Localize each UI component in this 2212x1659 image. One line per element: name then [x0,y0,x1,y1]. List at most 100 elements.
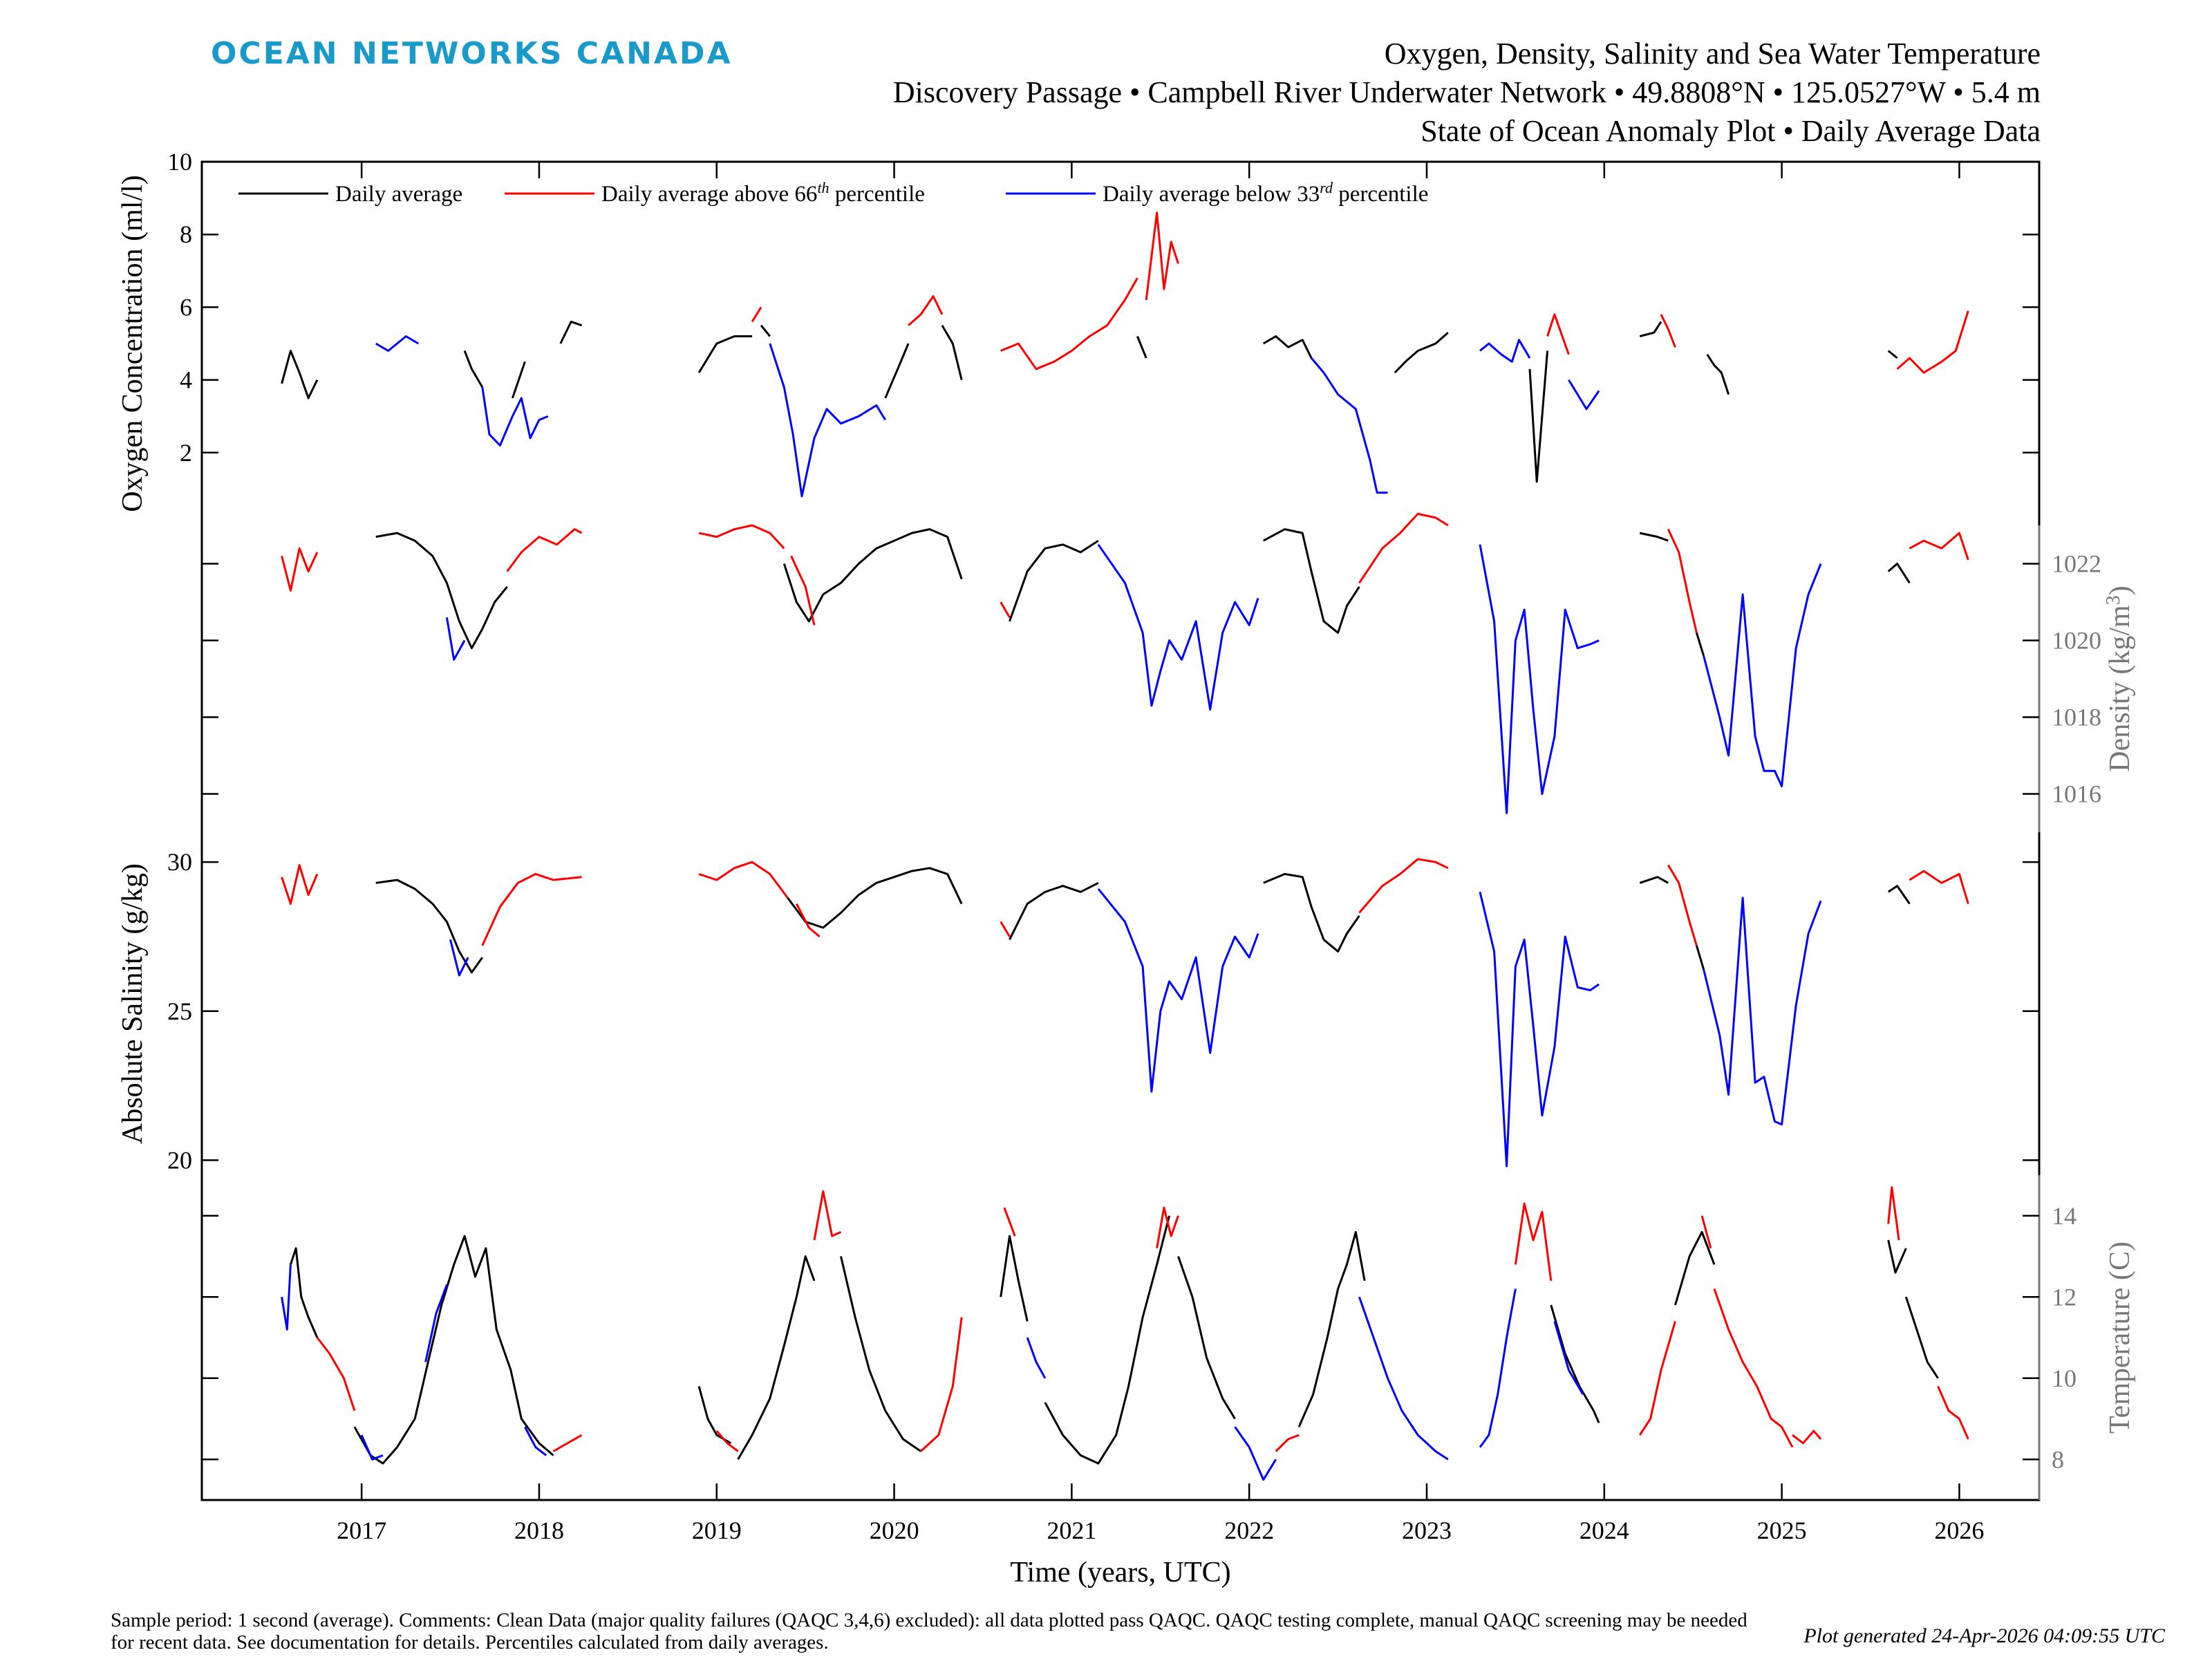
oxygen-series-segment-11 [908,295,944,326]
density-series-segment-2 [445,617,466,661]
panel-density [281,512,1969,814]
density-series-segment-17 [1703,563,1822,787]
x-tick-label: 2025 [1757,1517,1807,1544]
temperature-series-segment-32 [1700,1215,1712,1249]
temperature-series-segment-11 [715,1430,739,1452]
salinity-series-segment-15 [1695,945,1705,970]
oxygen-series-segment-7 [751,306,762,323]
salinity-series-segment-5 [787,867,963,929]
temperature-series-segment-31 [1674,1230,1716,1306]
salinity-series-segment-3 [481,872,582,946]
density-y-tick-label: 1022 [2052,550,2101,578]
salinity-series-segment-2 [449,939,469,977]
salinity-series-segment-16 [1703,897,1822,1126]
legend-label: Daily average below 33rd percentile [1103,179,1428,207]
temperature-y-axis-title: Temperature (C) [2104,1241,2136,1434]
density-y-tick-label: 1020 [2052,627,2101,655]
salinity-series-segment-17 [1887,885,1911,905]
temperature-series-segment-15 [920,1317,963,1452]
x-tick-label: 2020 [870,1517,919,1544]
density-series-segment-7 [790,555,816,626]
salinity-series-segment-7 [1000,921,1011,937]
density-series-segment-19 [1909,532,1969,561]
temperature-series-segment-4 [353,1426,398,1465]
oxygen-series-segment-21 [1546,313,1570,355]
temperature-series-segment-27 [1514,1202,1553,1281]
temperature-y-tick-label: 8 [2052,1445,2064,1473]
salinity-y-tick-label: 20 [167,1146,192,1174]
legend-label: Daily average above 66th percentile [601,179,925,207]
x-tick-label: 2022 [1224,1517,1274,1544]
density-series-segment-15 [1667,528,1698,633]
temperature-y-tick-label: 10 [2052,1365,2077,1392]
temperature-series-segment-21 [1177,1256,1236,1420]
density-series-segment-1 [375,532,484,650]
density-y-tick-label: 1018 [2052,704,2101,731]
x-tick-label: 2019 [692,1517,742,1544]
chart-subtitle-location: Discovery Passage • Campbell River Under… [892,75,2041,109]
density-series-segment-9 [1009,539,1099,622]
salinity-series-segment-1 [375,879,484,974]
legend: Daily average Daily average above 66th pe… [238,179,1428,207]
plot-frame [200,160,2041,1501]
x-tick-label: 2017 [337,1517,386,1544]
oxygen-series-segment-5 [559,320,583,344]
temperature-series-segment-30 [1638,1321,1676,1436]
oxygen-series-segment-1 [375,335,420,352]
oxygen-series-segment-14 [1136,335,1147,359]
density-series-segment-10 [1097,543,1259,711]
temperature-series-segment-36 [1887,1186,1900,1241]
temperature-series-segment-14 [840,1256,921,1452]
salinity-series-segment-11 [1358,858,1449,914]
temperature-y-tick-label: 14 [2052,1202,2077,1230]
x-tick-label: 2023 [1402,1517,1452,1544]
x-tick-label: 2021 [1047,1517,1096,1544]
oxygen-series-segment-10 [884,343,910,399]
oxygen-y-tick-label: 6 [180,293,192,321]
salinity-series-segment-18 [1909,870,1969,904]
density-series-segment-11 [1262,528,1360,634]
density-series-segment-0 [281,547,319,592]
temperature-series-segment-6 [396,1235,554,1456]
oxygen-series-segment-16 [1262,335,1313,359]
salinity-series-segment-8 [1009,881,1099,940]
oxygen-series-segment-0 [281,350,319,400]
temperature-series-segment-7 [424,1284,448,1362]
temperature-series-segment-20 [1156,1206,1179,1249]
salinity-series-segment-0 [281,863,319,905]
oxygen-series-segment-17 [1310,357,1388,494]
salinity-series-segment-6 [795,903,821,938]
salinity-series-segment-14 [1667,864,1698,946]
density-y-axis-title: Density (kg/m3) [2103,585,2136,771]
temperature-series-segment-19 [1044,1215,1171,1465]
density-series-segment-3 [481,585,508,630]
salinity-series-segment-9 [1097,888,1259,1093]
temperature-series-segment-22 [1234,1426,1277,1481]
oxygen-series-segment-18 [1394,332,1449,374]
density-series-segment-13 [1479,544,1600,814]
oxygen-y-tick-label: 2 [180,439,192,467]
panel-frames [200,160,2041,1501]
oxygen-series-segment-13 [1000,277,1138,371]
temperature-series-segment-35 [1887,1239,1907,1274]
density-series-segment-14 [1639,532,1669,542]
temperature-series-segment-1 [289,1247,319,1338]
chart-title: Oxygen, Density, Salinity and Sea Water … [1384,37,2041,71]
salinity-y-tick-label: 30 [167,848,192,876]
oxygen-series-segment-27 [1896,310,1969,374]
x-axis-title: Time (years, UTC) [1010,1557,1230,1588]
chart-subtitle-plot-type: State of Ocean Anomaly Plot • Daily Aver… [1421,114,2041,148]
temperature-series-segment-5 [360,1434,384,1461]
oxygen-series-segment-12 [941,324,963,380]
oxygen-series-segment-26 [1887,350,1898,359]
oxygen-series-segment-22 [1568,379,1600,411]
temperature-series-segment-24 [1297,1230,1366,1427]
temperature-series-segment-13 [813,1190,842,1241]
salinity-series-segment-12 [1479,891,1600,1168]
density-series-segment-8 [1000,601,1011,618]
footer-comments: Sample period: 1 second (average). Comme… [111,1609,1747,1653]
oxygen-series-segment-15 [1145,212,1179,301]
oxygen-series-segment-4 [511,361,526,399]
